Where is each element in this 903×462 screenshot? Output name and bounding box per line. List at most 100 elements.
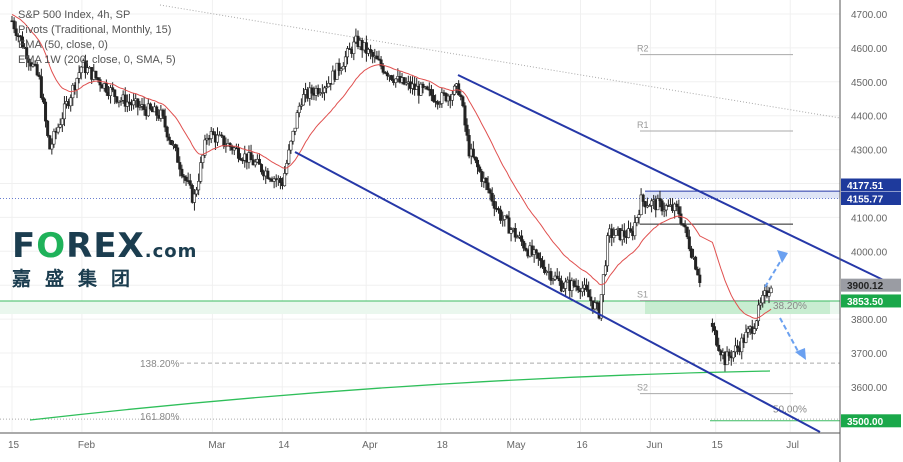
candle (199, 162, 203, 182)
candle (142, 104, 146, 110)
candle (658, 198, 662, 202)
candle (364, 42, 368, 54)
candle (341, 66, 345, 70)
candle (167, 136, 171, 141)
candle (371, 52, 375, 57)
candle (520, 235, 524, 242)
candle (385, 72, 389, 77)
candle (673, 203, 677, 211)
pivot-label: R1 (637, 120, 649, 130)
legend-pivots: Pivots (Traditional, Monthly, 15) (18, 24, 172, 36)
resistance-zone (645, 191, 840, 199)
candle (679, 213, 683, 224)
candle (346, 48, 350, 58)
candle (109, 87, 113, 96)
candle (138, 106, 142, 108)
candle (557, 278, 561, 282)
candle (712, 326, 716, 332)
candle (587, 289, 591, 298)
candle (37, 74, 41, 77)
candle (421, 83, 425, 89)
candle (603, 265, 607, 275)
candle (687, 236, 691, 250)
candle (52, 131, 56, 145)
candle (662, 209, 666, 212)
candle (18, 35, 22, 38)
candle (201, 154, 205, 163)
candle (56, 126, 60, 133)
candle (440, 92, 444, 104)
candle (257, 158, 261, 165)
candle (746, 328, 750, 333)
candle (606, 235, 610, 267)
candle (146, 103, 150, 117)
time-tick: Mar (208, 440, 226, 451)
candle (559, 280, 563, 292)
candle (278, 177, 282, 183)
candle (390, 75, 394, 80)
candle (209, 131, 213, 139)
candle (572, 280, 576, 287)
candle (736, 345, 740, 349)
time-tick: Apr (362, 440, 378, 451)
candle (58, 124, 62, 128)
candle (499, 209, 503, 221)
candle (161, 109, 165, 117)
candle (337, 62, 341, 71)
candle (629, 228, 633, 232)
candle (727, 351, 731, 357)
candle (113, 89, 117, 97)
candle (549, 271, 553, 281)
candle (538, 258, 542, 261)
candle (253, 161, 257, 166)
candle (436, 101, 440, 105)
candle (163, 115, 167, 128)
price-label-bg (841, 192, 901, 205)
candle (176, 147, 180, 163)
candle (182, 175, 186, 178)
candle (41, 97, 45, 103)
candle (580, 287, 584, 293)
candle (287, 149, 291, 164)
ema50-line (11, 14, 772, 319)
candle (379, 59, 383, 67)
candle (696, 268, 700, 276)
price-tick: 4000.00 (851, 247, 888, 258)
candle (627, 228, 631, 238)
legend-sma200: EMA 1W (200, close, 0, SMA, 5) (18, 54, 176, 66)
candle (27, 58, 31, 63)
candle (62, 103, 66, 120)
candle (465, 124, 469, 136)
support-zone-highlight (645, 300, 830, 315)
time-tick: 18 (437, 440, 449, 451)
candle (335, 62, 339, 80)
candle (562, 288, 566, 292)
candle (402, 77, 406, 85)
candle (136, 98, 140, 108)
candle (260, 164, 264, 173)
candle (293, 127, 297, 132)
candle (381, 65, 385, 73)
candle (339, 68, 343, 71)
candle (666, 205, 670, 207)
candle (25, 47, 29, 60)
candle (501, 219, 505, 221)
candle (639, 194, 643, 216)
candle (301, 94, 305, 106)
arrow-up-head-icon (777, 250, 788, 263)
candle (647, 205, 651, 207)
candle (12, 20, 16, 30)
candle (291, 130, 295, 142)
candle (637, 214, 641, 218)
candle (681, 223, 685, 226)
candle (174, 144, 178, 149)
candle (404, 82, 408, 85)
arrow-down-head-icon (795, 348, 806, 360)
pivot-label: S1 (637, 289, 648, 299)
candle (492, 201, 496, 209)
candle (44, 101, 48, 122)
candle (222, 135, 226, 147)
candle (197, 181, 201, 191)
